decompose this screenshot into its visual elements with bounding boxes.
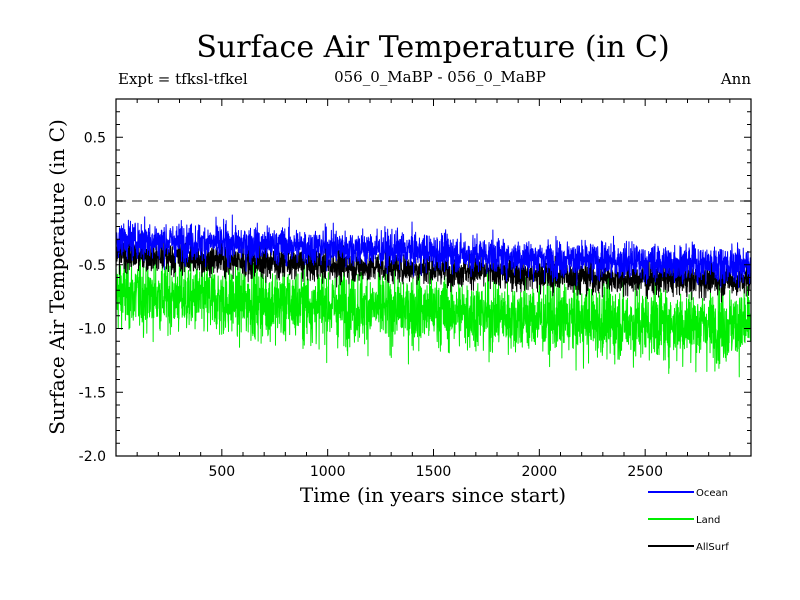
chart-title: Surface Air Temperature (in C) xyxy=(196,30,669,65)
y-tick-label: -2.0 xyxy=(79,449,106,465)
legend: Ocean Land AllSurf xyxy=(648,488,729,553)
legend-label-allsurf: AllSurf xyxy=(696,542,729,553)
y-axis-label: Surface Air Temperature (in C) xyxy=(45,119,69,435)
x-axis-label: Time (in years since start) xyxy=(300,483,566,507)
x-tick-label: 2500 xyxy=(627,464,663,480)
series-land-line xyxy=(116,244,751,378)
experiment-label: Expt = tfksl-tfkel xyxy=(118,70,248,88)
y-axis: -2.0 -1.5 -1.0 -0.5 0.0 0.5 xyxy=(79,111,751,465)
y-tick-label: 0.0 xyxy=(84,194,106,210)
x-tick-label: 500 xyxy=(208,464,235,480)
series-ocean-line xyxy=(116,214,751,288)
run-label: 056_0_MaBP - 056_0_MaBP xyxy=(334,68,546,86)
x-axis: 500 1000 1500 2000 2500 xyxy=(136,99,731,480)
y-tick-label: -1.5 xyxy=(79,385,106,401)
x-tick-label: 2000 xyxy=(522,464,558,480)
y-tick-label: 0.5 xyxy=(84,130,106,146)
legend-label-land: Land xyxy=(696,515,720,526)
series-allsurf-line xyxy=(116,232,751,303)
period-label: Ann xyxy=(720,70,751,88)
x-tick-label: 1000 xyxy=(310,464,346,480)
series-layer xyxy=(116,214,751,378)
legend-label-ocean: Ocean xyxy=(696,488,728,499)
y-tick-label: -0.5 xyxy=(79,258,106,274)
y-tick-label: -1.0 xyxy=(79,322,106,338)
x-tick-label: 1500 xyxy=(416,464,452,480)
